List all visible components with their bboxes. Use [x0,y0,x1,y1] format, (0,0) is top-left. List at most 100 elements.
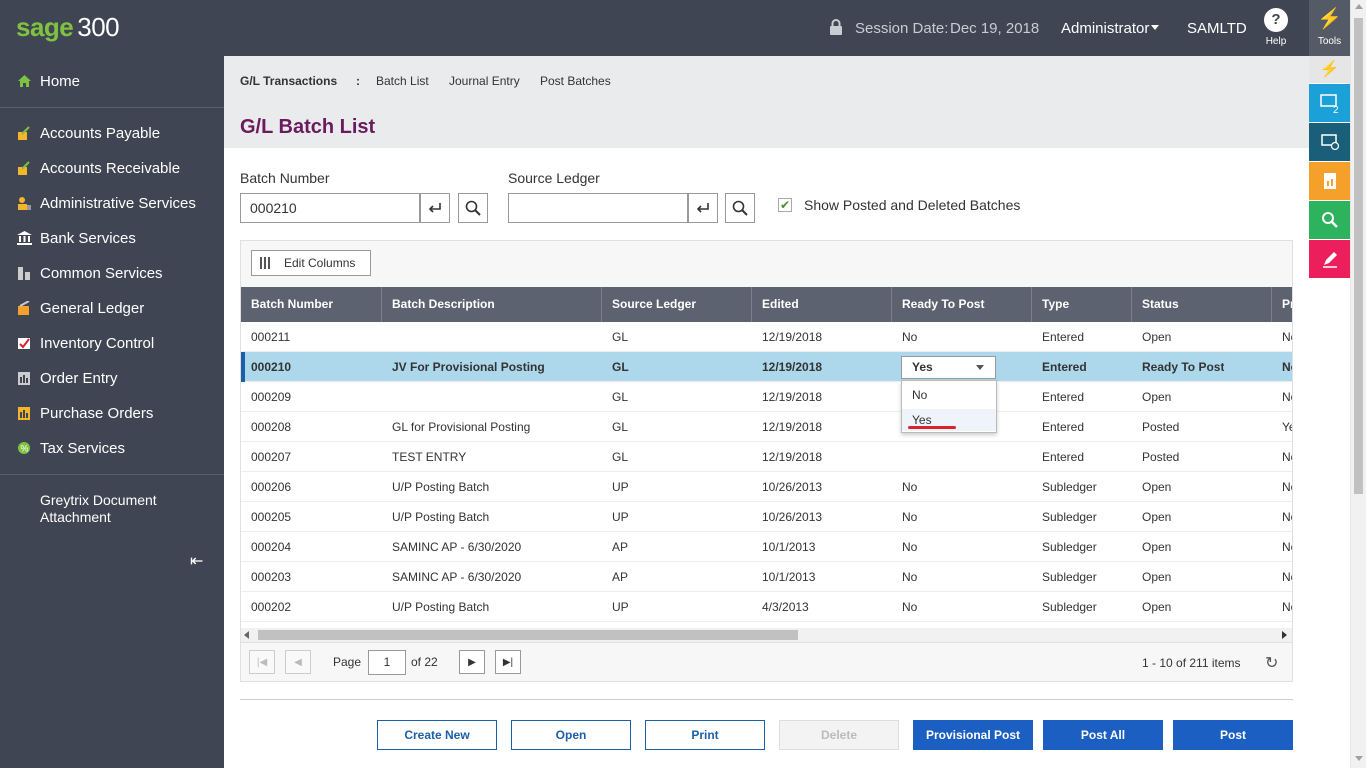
table-row[interactable]: 000206 U/P Posting Batch UP 10/26/2013 No Sub… [241,472,1292,502]
cell-type: Entered [1042,360,1087,374]
search-tool-button[interactable] [1309,201,1350,239]
sidebar-item-order-entry[interactable]: Order Entry [16,367,118,389]
session-date-value[interactable]: Dec 19, 2018 [950,20,1040,37]
sidebar-item-inventory-control[interactable]: Inventory Control [16,332,154,354]
column-header-type[interactable]: Type [1032,287,1132,322]
option-no[interactable]: No [912,388,928,402]
windows-button[interactable]: 2 [1309,84,1350,122]
sidebar-item-accounts-receivable[interactable]: Accounts Receivable [16,157,180,179]
grid-horizontal-scrollbar[interactable] [241,628,1292,642]
cell-type: Subledger [1042,570,1097,584]
cell-ready-to-post[interactable]: No [902,570,918,584]
table-row[interactable]: 000210 JV For Provisional Posting GL 12/19/… [241,352,1292,382]
column-header-batch-description[interactable]: Batch Description [382,287,602,322]
scroll-thumb[interactable] [1354,18,1363,494]
lightning-icon: ⚡ [1317,8,1342,30]
edit-columns-button[interactable]: Edit Columns [251,250,371,276]
batch-number-input[interactable] [240,193,420,223]
source-ledger-input[interactable] [508,193,688,223]
sidebar-item-label: Order Entry [40,369,118,387]
next-page-button[interactable]: ▶ [459,650,485,674]
source-ledger-finder-button[interactable] [725,193,755,223]
refresh-icon[interactable]: ↻ [1265,655,1279,672]
open-button[interactable]: Open [511,720,631,750]
tools-button[interactable]: ⚡ Tools [1309,0,1350,56]
column-header-batch-number[interactable]: Batch Number [241,287,382,322]
session-date-label: Session Date: [855,20,949,37]
cell-ready-to-post[interactable]: No [902,330,918,344]
sidebar-item-bank-services[interactable]: Bank Services [16,227,136,249]
post-all-button[interactable]: Post All [1043,720,1163,750]
scroll-left-icon[interactable] [244,631,249,639]
table-row[interactable]: 000207 TEST ENTRY GL 12/19/2018 Entered Poste… [241,442,1292,472]
sidebar-item-tax-services[interactable]: % Tax Services [16,437,125,459]
reports-button[interactable] [1309,162,1350,200]
page-scrollbar[interactable] [1350,0,1366,768]
column-header-edited[interactable]: Edited [752,287,892,322]
sidebar-item-home[interactable]: Home [16,70,80,92]
sage-logo[interactable]: sage 300 [16,12,120,43]
scroll-up-icon[interactable] [1355,4,1363,9]
cell-ready-to-post[interactable]: No [902,600,918,614]
table-row[interactable]: 000202 U/P Posting Batch UP 4/3/2013 No Suble… [241,592,1292,622]
accounts-receivable-icon [16,160,32,176]
table-row[interactable]: 000204 SAMINC AP - 6/30/2020 AP 10/1/2013 No… [241,532,1292,562]
source-ledger-enter-button[interactable] [688,193,718,223]
sidebar-item-greytrix-document-attachment[interactable]: Greytrix Document Attachment [40,492,157,526]
ready-to-post-select[interactable]: Yes [901,356,996,379]
caret-down-icon[interactable] [976,365,984,370]
sidebar-item-administrative-services[interactable]: Administrative Services [16,192,196,214]
cell-ready-to-post[interactable] [892,442,902,472]
help-button[interactable]: ? Help [1262,8,1290,47]
show-posted-label[interactable]: Show Posted and Deleted Batches [804,197,1021,213]
create-new-button[interactable]: Create New [377,720,497,750]
column-header-ready-to-post[interactable]: Ready To Post [892,287,1032,322]
sidebar-item-purchase-orders[interactable]: Purchase Orders [16,402,153,424]
sidebar-item-accounts-payable[interactable]: Accounts Payable [16,122,160,144]
post-button[interactable]: Post [1173,720,1293,750]
delete-button[interactable]: Delete [779,720,899,750]
caret-down-icon[interactable] [1151,25,1159,30]
last-page-button[interactable]: ▶| [495,650,521,674]
breadcrumb-separator: : [356,74,360,88]
cell-ready-to-post[interactable]: No [902,540,918,554]
column-header-status[interactable]: Status [1132,287,1272,322]
first-page-button[interactable]: |◀ [249,650,275,674]
history-button[interactable] [1309,123,1350,161]
option-yes[interactable]: Yes [902,409,996,431]
cell-ready-to-post[interactable]: No [902,510,918,524]
page-number-input[interactable]: 1 [368,650,406,675]
table-row[interactable]: 000208 GL for Provisional Posting GL 12/19/… [241,412,1292,442]
prev-page-button[interactable]: ◀ [285,650,311,674]
table-row[interactable]: 000203 SAMINC AP - 6/30/2020 AP 10/1/2013 No… [241,562,1292,592]
sidebar-item-common-services[interactable]: Common Services [16,262,163,284]
cell-source-ledger: AP [612,540,629,554]
column-header-provisional[interactable]: Pr [1282,297,1292,311]
batch-number-enter-button[interactable] [420,193,450,223]
user-menu[interactable]: Administrator [1061,20,1150,37]
breadcrumb-post-batches[interactable]: Post Batches [540,74,611,88]
collapse-sidebar-icon[interactable]: ⇤ [190,553,204,570]
edit-columns-label: Edit Columns [284,256,356,270]
cell-batch-number: 000203 [251,570,292,584]
batch-number-finder-button[interactable] [458,193,488,223]
scroll-down-icon[interactable] [1355,756,1363,761]
cell-provisional: No [1282,360,1292,374]
breadcrumb-batch-list[interactable]: Batch List [376,74,429,88]
print-button[interactable]: Print [645,720,765,750]
provisional-post-button[interactable]: Provisional Post [913,720,1033,750]
table-row[interactable]: 000211 GL 12/19/2018 No Entered Open No [241,322,1292,352]
scroll-thumb[interactable] [258,630,798,640]
notes-button[interactable] [1309,240,1350,278]
table-row[interactable]: 000205 U/P Posting Batch UP 10/26/2013 No Sub… [241,502,1292,532]
breadcrumb-journal-entry[interactable]: Journal Entry [449,74,520,88]
show-posted-checkbox[interactable]: ✔ [778,198,792,212]
cell-ready-to-post[interactable]: No [902,480,918,494]
column-header-source-ledger[interactable]: Source Ledger [602,287,752,322]
sidebar-item-general-ledger[interactable]: General Ledger [16,297,144,319]
breadcrumb-root[interactable]: G/L Transactions [240,74,338,88]
cell-status: Open [1142,390,1172,404]
pin-tools-icon[interactable]: ⚡ [1309,56,1350,83]
scroll-right-icon[interactable] [1282,631,1287,639]
table-row[interactable]: 000209 GL 12/19/2018 Entered Open No [241,382,1292,412]
